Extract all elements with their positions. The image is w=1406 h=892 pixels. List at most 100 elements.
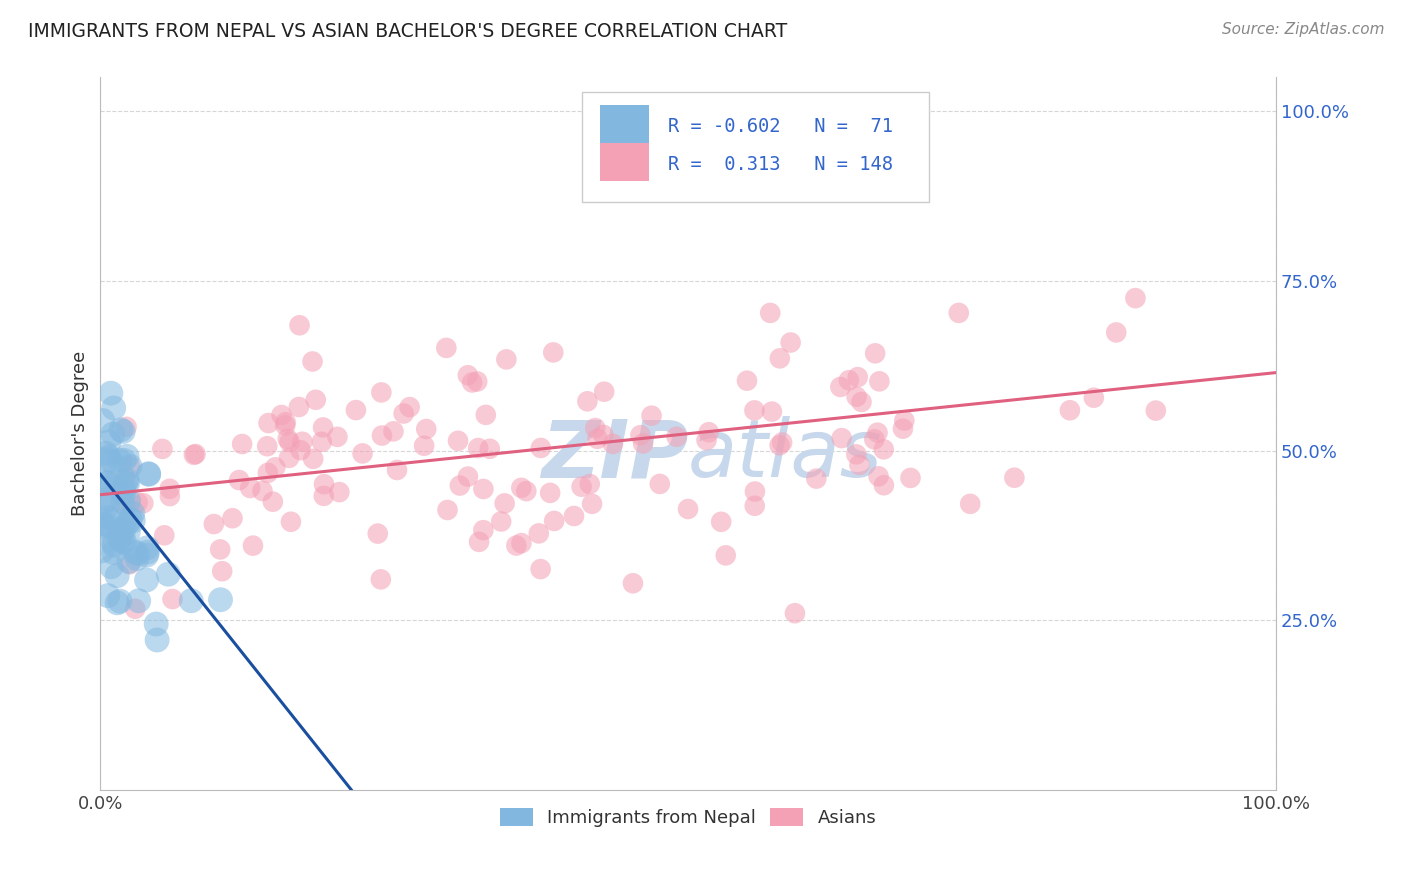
Point — [1144, 403, 1167, 417]
Point — [592, 428, 614, 442]
Point — [449, 478, 471, 492]
Point — [105, 568, 128, 582]
Point — [1125, 291, 1147, 305]
Point — [90, 544, 112, 558]
Point — [1105, 326, 1128, 340]
Point — [124, 545, 146, 559]
Point — [108, 532, 131, 546]
Point — [779, 335, 801, 350]
Point — [112, 425, 135, 439]
Point — [385, 463, 408, 477]
Point — [114, 471, 136, 485]
Point — [465, 375, 488, 389]
Point — [103, 538, 125, 552]
Point — [868, 374, 890, 388]
Point — [100, 386, 122, 401]
Point — [472, 523, 495, 537]
Point — [124, 601, 146, 615]
Point — [97, 589, 120, 603]
Point — [467, 441, 489, 455]
Point — [845, 447, 868, 461]
Point — [93, 520, 115, 534]
Point — [505, 539, 527, 553]
Point — [621, 576, 644, 591]
Point — [413, 439, 436, 453]
Point — [848, 458, 870, 472]
Point — [101, 427, 124, 442]
FancyBboxPatch shape — [582, 92, 929, 202]
Point — [180, 593, 202, 607]
Point — [571, 480, 593, 494]
Point — [398, 400, 420, 414]
Point — [863, 432, 886, 446]
Point — [136, 541, 159, 555]
Point — [118, 554, 141, 568]
Point — [768, 438, 790, 452]
Point — [112, 486, 135, 500]
Text: IMMIGRANTS FROM NEPAL VS ASIAN BACHELOR'S DEGREE CORRELATION CHART: IMMIGRANTS FROM NEPAL VS ASIAN BACHELOR'… — [28, 22, 787, 41]
Point — [108, 531, 131, 545]
Point — [110, 423, 132, 437]
Point — [159, 489, 181, 503]
Point — [112, 534, 135, 549]
Point — [110, 522, 132, 536]
Point — [211, 564, 233, 578]
Point — [538, 486, 561, 500]
Point — [530, 441, 553, 455]
Point — [103, 536, 125, 550]
Point — [264, 460, 287, 475]
Point — [344, 403, 367, 417]
Text: atlas: atlas — [688, 416, 883, 494]
Point — [744, 484, 766, 499]
Point — [239, 481, 262, 495]
Point — [108, 453, 131, 467]
Point — [370, 385, 392, 400]
Point — [735, 374, 758, 388]
FancyBboxPatch shape — [600, 143, 650, 181]
Point — [770, 435, 793, 450]
Point — [370, 573, 392, 587]
Point — [157, 567, 180, 582]
Text: Source: ZipAtlas.com: Source: ZipAtlas.com — [1222, 22, 1385, 37]
Point — [744, 499, 766, 513]
Point — [96, 518, 118, 533]
Point — [434, 341, 457, 355]
Point — [103, 512, 125, 526]
Point — [91, 414, 114, 428]
Point — [436, 503, 458, 517]
Point — [118, 558, 141, 572]
Point — [252, 483, 274, 498]
Point — [278, 435, 301, 450]
Point — [96, 500, 118, 514]
Point — [873, 478, 896, 492]
Point — [288, 318, 311, 333]
Point — [581, 497, 603, 511]
Point — [494, 496, 516, 510]
Point — [392, 407, 415, 421]
Y-axis label: Bachelor's Degree: Bachelor's Degree — [72, 351, 89, 516]
Point — [209, 542, 232, 557]
Point — [475, 408, 498, 422]
Point — [270, 408, 292, 422]
Point — [108, 594, 131, 608]
Point — [96, 492, 118, 507]
Point — [714, 549, 737, 563]
Point — [948, 306, 970, 320]
Point — [103, 546, 125, 560]
Point — [631, 436, 654, 450]
Point — [274, 415, 297, 429]
Point — [530, 562, 553, 576]
Point — [162, 592, 184, 607]
Point — [98, 475, 121, 490]
Point — [120, 512, 142, 526]
Point — [457, 469, 479, 483]
Point — [583, 421, 606, 435]
Point — [648, 477, 671, 491]
Point — [312, 489, 335, 503]
Point — [696, 433, 718, 447]
Point — [228, 473, 250, 487]
Point — [107, 533, 129, 547]
Point — [640, 409, 662, 423]
Point — [231, 437, 253, 451]
Point — [851, 395, 873, 409]
